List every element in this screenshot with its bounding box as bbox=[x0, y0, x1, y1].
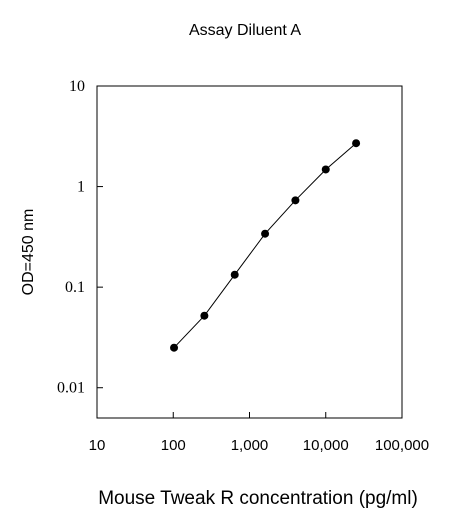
y-tick-label-2: 1 bbox=[77, 179, 85, 196]
x-tick-label-0: 10 bbox=[89, 437, 106, 454]
series-0-point-0 bbox=[170, 343, 179, 352]
plot-frame bbox=[96, 85, 403, 419]
series-0-point-3 bbox=[261, 229, 270, 238]
series-0-point-1 bbox=[200, 311, 209, 320]
x-axis-label: Mouse Tweak R concentration (pg/ml) bbox=[98, 488, 418, 509]
x-tick-label-3: 10,000 bbox=[303, 437, 349, 454]
y-tick-label-0: 0.01 bbox=[57, 380, 85, 397]
chart-title: Assay Diluent A bbox=[189, 22, 301, 39]
series-0-point-2 bbox=[230, 270, 239, 279]
y-tick-label-3: 10 bbox=[69, 78, 85, 95]
plot-area: 10 100 1,000 10,000 100,000 0.01 0.1 1 10 bbox=[57, 78, 429, 454]
series-0-point-5 bbox=[321, 165, 330, 174]
series-0-point-4 bbox=[291, 196, 300, 205]
x-tick-label-4: 100,000 bbox=[375, 437, 429, 454]
y-tick-label-1: 0.1 bbox=[65, 279, 85, 296]
y-axis-label: OD=450 nm bbox=[20, 209, 37, 296]
x-tick-label-2: 1,000 bbox=[231, 437, 269, 454]
x-tick-label-1: 100 bbox=[161, 437, 186, 454]
series-0-point-6 bbox=[352, 139, 361, 148]
